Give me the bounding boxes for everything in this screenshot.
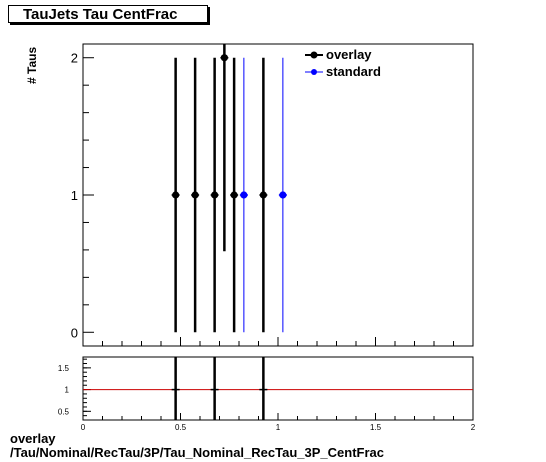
footer: overlay /Tau/Nominal/RecTau/3P/Tau_Nomin… — [10, 432, 384, 460]
y-tick-label: 2 — [71, 51, 78, 66]
ratio-x-tick-label: 1.5 — [370, 423, 382, 432]
legend-standard-label: standard — [326, 64, 381, 79]
ratio-plot-frame — [82, 356, 474, 421]
ratio-x-tick-label: 1 — [276, 423, 281, 432]
legend-overlay-label: overlay — [326, 47, 372, 62]
chart-title: TauJets Tau CentFrac — [8, 5, 208, 23]
footer-line-2: /Tau/Nominal/RecTau/3P/Tau_Nominal_RecTa… — [10, 445, 384, 460]
y-tick-label: 1 — [71, 188, 78, 203]
legend-standard-marker — [311, 69, 317, 75]
ratio-y-tick-label: 1 — [65, 386, 70, 395]
overlay-point — [259, 191, 267, 199]
overlay-point — [191, 191, 199, 199]
overlay-point — [211, 191, 219, 199]
legend: overlay standard — [305, 47, 381, 79]
main-plot-frame — [82, 43, 474, 347]
y-tick-label: 0 — [71, 325, 78, 340]
overlay-point — [172, 191, 180, 199]
standard-point — [240, 191, 248, 199]
overlay-point — [230, 191, 238, 199]
ratio-x-tick-label: 2 — [471, 423, 476, 432]
ratio-x-tick-label: 0 — [81, 423, 86, 432]
main-marks — [171, 44, 287, 333]
ratio-ticks: 0.5 1 1.5 0 0.5 1 1.5 2 — [58, 358, 476, 432]
y-axis-label: # Taus — [25, 47, 39, 84]
ratio-x-tick-label: 0.5 — [175, 423, 187, 432]
standard-point — [279, 191, 287, 199]
footer-line-1: overlay — [10, 431, 56, 446]
ratio-y-tick-label: 0.5 — [58, 407, 70, 416]
ratio-marks — [83, 357, 473, 420]
main-ticks: 0 1 2 — [71, 51, 474, 346]
overlay-point — [220, 54, 228, 62]
ratio-y-tick-label: 1.5 — [58, 364, 70, 373]
legend-overlay-marker — [310, 51, 318, 59]
